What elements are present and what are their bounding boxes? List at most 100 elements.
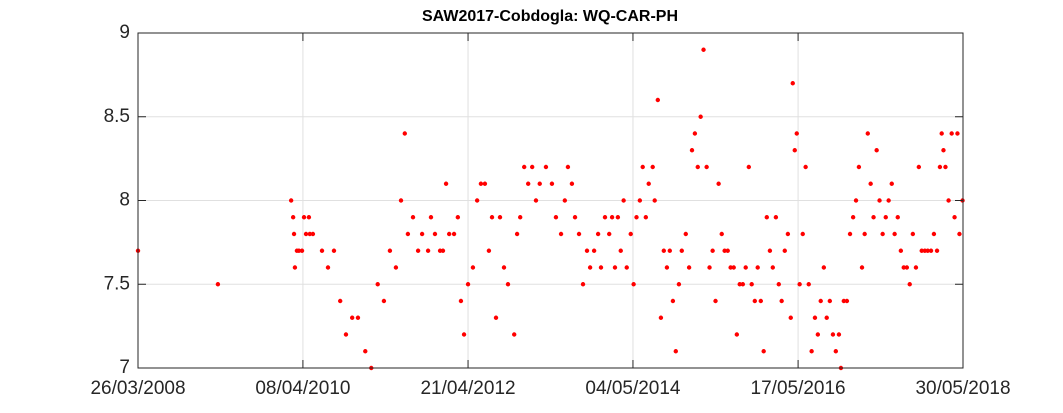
data-point <box>818 298 823 304</box>
data-point <box>868 181 873 186</box>
data-point <box>518 215 523 220</box>
data-point <box>461 332 467 337</box>
data-point <box>785 231 791 237</box>
data-point <box>618 248 623 253</box>
x-tick-label: 26/03/2008 <box>90 378 185 399</box>
data-point <box>773 215 779 220</box>
data-point <box>428 215 434 220</box>
data-point <box>764 215 769 220</box>
data-point <box>767 248 773 253</box>
data-point <box>290 215 296 220</box>
data-point <box>446 231 452 237</box>
data-point <box>296 248 302 253</box>
data-point <box>847 231 853 237</box>
data-point <box>489 215 495 220</box>
data-point <box>916 164 922 170</box>
data-point <box>809 349 814 354</box>
data-point <box>952 215 957 220</box>
data-point <box>761 349 766 354</box>
chart-title: SAW2017-Cobdogla: WQ-CAR-PH <box>422 8 678 25</box>
data-point <box>830 332 836 337</box>
data-point <box>631 282 636 287</box>
data-point <box>512 332 517 337</box>
data-point <box>841 298 847 304</box>
data-point <box>737 282 742 287</box>
data-point <box>782 248 787 253</box>
data-point <box>939 131 944 136</box>
data-point <box>558 231 564 237</box>
data-point <box>486 248 492 253</box>
data-point <box>937 164 943 170</box>
data-point <box>325 265 331 270</box>
data-point <box>676 282 682 287</box>
data-point <box>821 265 827 270</box>
data-point <box>607 231 612 237</box>
data-point <box>497 215 503 220</box>
data-point <box>862 231 867 237</box>
data-point <box>749 282 754 287</box>
data-point <box>824 315 829 320</box>
data-point <box>931 231 937 237</box>
data-point <box>815 332 821 337</box>
data-point <box>925 248 930 253</box>
data-point <box>949 131 954 136</box>
data-point <box>779 298 784 304</box>
data-point <box>474 198 480 203</box>
data-point <box>331 248 337 253</box>
data-point <box>533 198 539 203</box>
data-point <box>910 231 916 237</box>
data-point <box>319 248 325 253</box>
data-point <box>615 215 621 220</box>
data-point <box>562 198 568 203</box>
y-tick-label: 7 <box>119 357 130 378</box>
data-point <box>734 332 740 337</box>
y-tick-label: 8 <box>119 190 130 211</box>
data-point <box>549 181 555 186</box>
data-point <box>572 215 578 220</box>
data-point <box>470 265 476 270</box>
data-point <box>877 198 882 203</box>
data-point <box>704 164 709 170</box>
data-point <box>609 215 615 220</box>
data-point <box>670 298 676 304</box>
data-point <box>393 265 399 270</box>
data-point <box>415 248 421 253</box>
data-point <box>803 164 808 170</box>
data-point <box>812 315 818 320</box>
data-point <box>667 248 672 253</box>
data-point <box>673 349 678 354</box>
data-point <box>637 198 643 203</box>
data-point <box>337 298 343 304</box>
data-point <box>901 265 906 270</box>
data-point <box>740 282 746 287</box>
data-point <box>355 315 361 320</box>
data-point <box>543 164 549 170</box>
x-tick-label: 08/04/2010 <box>255 378 350 399</box>
labels: 7 7.5 8 8.5 9 26/03/2008 08/04/2010 21/04/2012 0… <box>90 22 1010 399</box>
data-point <box>598 265 604 270</box>
data-point <box>710 248 715 253</box>
data-point <box>904 265 910 270</box>
data-point <box>565 164 571 170</box>
data-point <box>943 164 948 170</box>
data-point <box>553 215 559 220</box>
data-point <box>886 198 891 203</box>
data-point <box>758 298 764 304</box>
data-point <box>493 315 499 320</box>
data-point <box>770 265 775 270</box>
data-point <box>946 198 951 203</box>
y-tick-label: 7.5 <box>104 273 130 294</box>
data-point <box>755 265 760 270</box>
data-point <box>602 215 608 220</box>
data-point <box>299 248 305 253</box>
data-point <box>713 298 718 304</box>
data-point <box>746 164 752 170</box>
x-tick-label: 21/04/2012 <box>420 378 515 399</box>
data-point <box>375 282 380 287</box>
data-point <box>941 148 946 153</box>
data-point <box>850 215 856 220</box>
data-point <box>398 198 404 203</box>
